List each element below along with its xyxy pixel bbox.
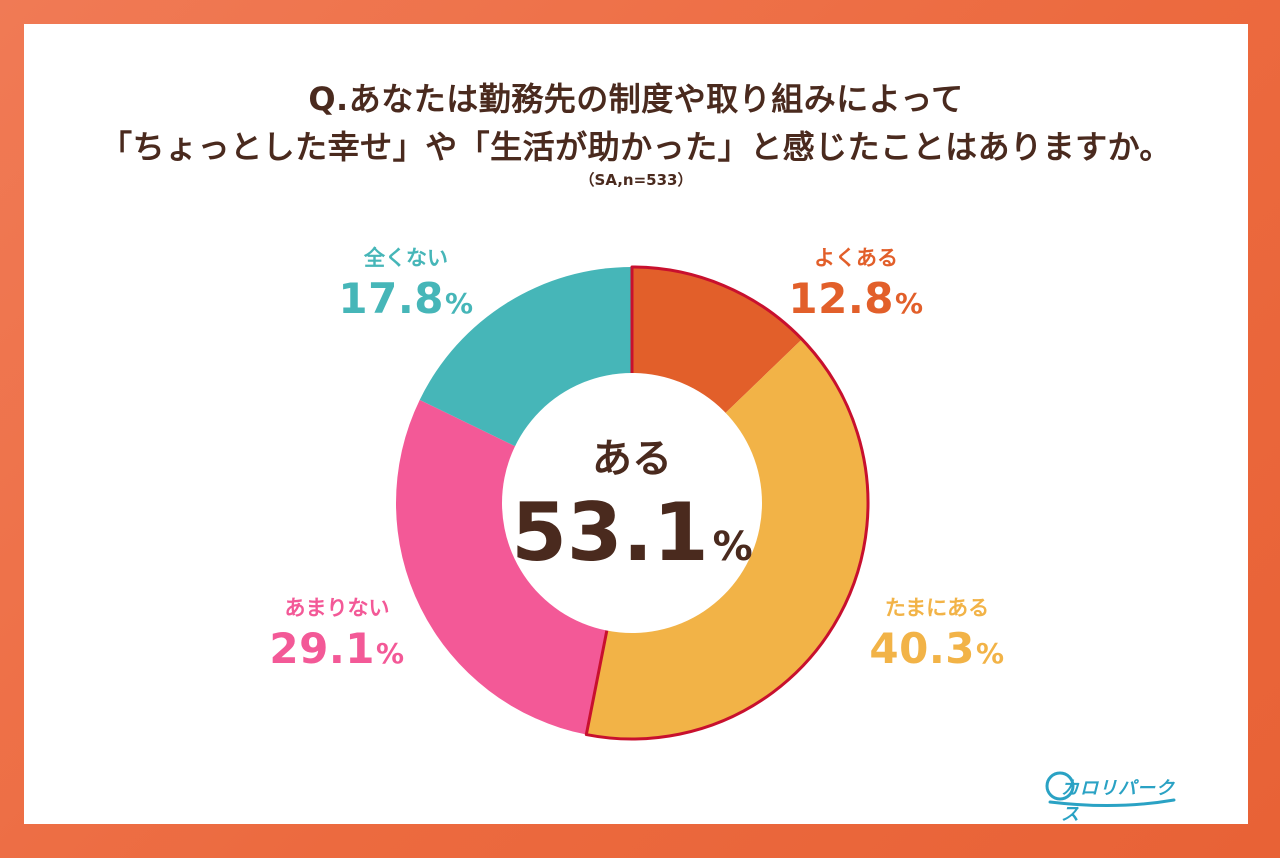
highlight-outline-aru — [584, 265, 870, 741]
label-sometimes: たまにある 40.3% — [862, 592, 1012, 673]
label-never-value: 17.8 — [338, 274, 445, 323]
label-rarely-name: あまりない — [284, 596, 390, 620]
chart-title-line-2: 「ちょっとした幸せ」や「生活が助かった」と感じたことはありますか。 — [100, 128, 1172, 166]
label-often-value: 12.8 — [788, 274, 895, 323]
label-rarely-value: 29.1 — [269, 624, 376, 673]
label-never: 全くない 17.8% — [336, 242, 476, 323]
center-value-unit: % — [713, 524, 753, 570]
brand-logo: カロリパークス — [1036, 766, 1186, 825]
label-often-name: よくある — [814, 246, 898, 270]
donut-chart: ある 53.1% — [395, 265, 870, 741]
label-often: よくある 12.8% — [786, 242, 926, 323]
brand-logo-text: カロリパークス — [1061, 778, 1175, 825]
center-label: ある — [592, 436, 672, 482]
sample-size-note: （SA,n=533） — [579, 171, 693, 189]
label-sometimes-value: 40.3 — [869, 624, 976, 673]
label-rarely: あまりない 29.1% — [262, 592, 412, 673]
label-sometimes-name: たまにある — [884, 596, 990, 620]
label-never-name: 全くない — [364, 246, 448, 270]
center-value-number: 53.1 — [511, 486, 708, 579]
chart-card: Q.あなたは勤務先の制度や取り組みによって 「ちょっとした幸せ」や「生活が助かっ… — [24, 24, 1248, 825]
donut-hole — [502, 373, 762, 633]
chart-title-line-1: Q.あなたは勤務先の制度や取り組みによって — [308, 80, 964, 118]
center-value: 53.1% — [511, 486, 752, 579]
